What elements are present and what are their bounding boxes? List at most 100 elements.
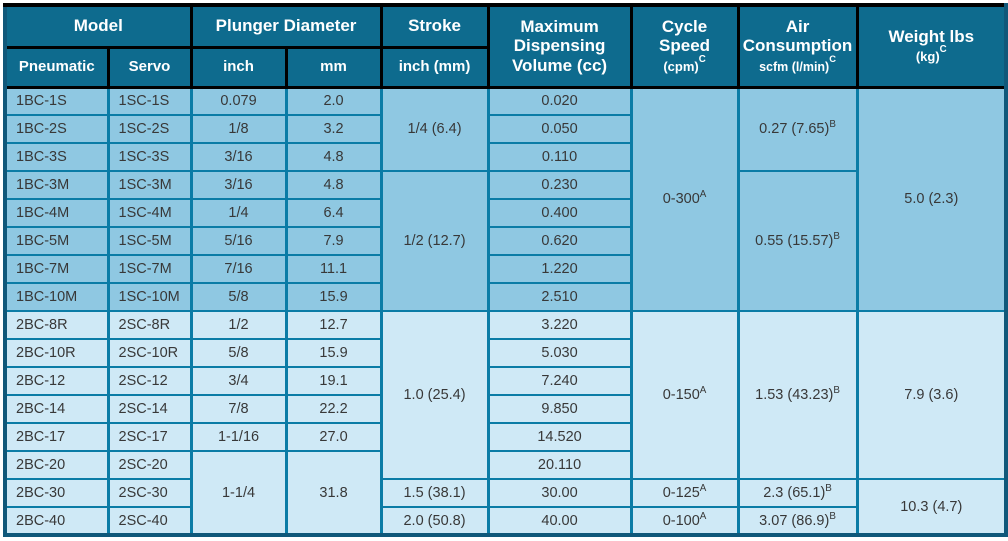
table-row: 2BC-17 2SC-17 1-1/16 27.0 14.520 bbox=[3, 422, 1006, 452]
table-row: 2BC-8R 2SC-8R 1/2 12.7 1.0 (25.4) 3.220 … bbox=[3, 310, 1008, 480]
cell-mm: 27.0 bbox=[284, 422, 383, 452]
table-row: 1BC-7M 1SC-7M 7/16 11.1 1.220 bbox=[3, 254, 1006, 284]
cell-pneumatic: 1BC-3S bbox=[3, 142, 110, 172]
cell-mm: 4.8 bbox=[284, 170, 383, 200]
cell-air-consumption: 0.27 (7.65)B bbox=[736, 86, 859, 172]
table-row: 1BC-4M 1SC-4M 1/4 6.4 0.400 bbox=[3, 198, 1006, 228]
cell-mm: 15.9 bbox=[284, 338, 383, 368]
cell-volume: 0.400 bbox=[486, 198, 633, 228]
cell-weight: 5.0 (2.3) bbox=[855, 86, 1008, 312]
cell-volume: 0.620 bbox=[486, 226, 633, 256]
header-cycle-speed: Cycle Speed (cpm)C bbox=[629, 3, 740, 89]
cell-air-consumption: 0.55 (15.57)B bbox=[736, 170, 859, 312]
table-row: 2BC-12 2SC-12 3/4 19.1 7.240 bbox=[3, 366, 1006, 396]
cell-inch: 1-1/16 bbox=[189, 422, 288, 452]
table-row: 1BC-2S 1SC-2S 1/8 3.2 0.050 bbox=[3, 114, 1006, 144]
cell-volume: 2.510 bbox=[486, 282, 633, 312]
cell-pneumatic: 2BC-8R bbox=[3, 310, 110, 340]
cell-stroke: 1.5 (38.1) bbox=[379, 478, 490, 508]
table-row: 1BC-3M 1SC-3M 3/16 4.8 1/2 (12.7) 0.230 … bbox=[3, 170, 1006, 312]
cell-cycle-speed: 0-125A bbox=[629, 478, 740, 508]
header-line: (cpm)C bbox=[663, 54, 706, 75]
cell-cycle-speed: 0-150A bbox=[629, 310, 740, 480]
table-header: Model Plunger Diameter Stroke Maximum Di… bbox=[3, 3, 1008, 89]
cell-servo: 1SC-3M bbox=[106, 170, 193, 200]
cell-mm: 6.4 bbox=[284, 198, 383, 228]
cell-volume: 9.850 bbox=[486, 394, 633, 424]
cell-pneumatic: 1BC-10M bbox=[3, 282, 110, 312]
table-row: 1BC-1S 1SC-1S 0.079 2.0 1/4 (6.4) 0.020 … bbox=[3, 86, 1008, 312]
cell-air-consumption: 3.07 (86.9)B bbox=[736, 506, 859, 536]
header-line: Consumption bbox=[742, 36, 853, 56]
header-stroke: Stroke bbox=[379, 3, 490, 49]
cell-volume: 0.110 bbox=[486, 142, 633, 172]
cell-pneumatic: 2BC-17 bbox=[3, 422, 110, 452]
cell-servo: 1SC-5M bbox=[106, 226, 193, 256]
cell-weight: 7.9 (3.6) bbox=[855, 310, 1008, 480]
header-servo: Servo bbox=[106, 45, 193, 89]
cell-air-consumption: 1.53 (43.23)B bbox=[736, 310, 859, 480]
header-line: Volume (cc) bbox=[511, 56, 608, 76]
cell-inch: 7/8 bbox=[189, 394, 288, 424]
cell-servo: 1SC-4M bbox=[106, 198, 193, 228]
header-line: scfm (l/min)C bbox=[759, 54, 836, 75]
cell-inch: 3/4 bbox=[189, 366, 288, 396]
footnote-marker: B bbox=[833, 231, 840, 242]
cell-servo: 2SC-20 bbox=[106, 450, 193, 480]
cell-inch: 3/16 bbox=[189, 170, 288, 200]
cell-stroke: 1/2 (12.7) bbox=[379, 170, 490, 312]
cell-pneumatic: 2BC-40 bbox=[3, 506, 110, 536]
cell-servo: 2SC-10R bbox=[106, 338, 193, 368]
footnote-marker: B bbox=[829, 510, 836, 522]
cell-mm: 31.8 bbox=[284, 450, 383, 536]
cell-servo: 1SC-10M bbox=[106, 282, 193, 312]
cell-mm: 3.2 bbox=[284, 114, 383, 144]
footnote-marker: B bbox=[833, 385, 840, 396]
table-row: 1BC-10M 1SC-10M 5/8 15.9 2.510 bbox=[3, 282, 1006, 312]
footnote-marker: A bbox=[699, 510, 707, 522]
footnote-marker: A bbox=[699, 189, 707, 201]
table-row: 1BC-3S 1SC-3S 3/16 4.8 0.110 bbox=[3, 142, 1006, 172]
cell-air-consumption: 2.3 (65.1)B bbox=[736, 478, 859, 508]
cell-mm: 4.8 bbox=[284, 142, 383, 172]
cell-mm: 12.7 bbox=[284, 310, 383, 340]
cell-pneumatic: 1BC-1S bbox=[3, 86, 110, 116]
table-row: 2BC-10R 2SC-10R 5/8 15.9 5.030 bbox=[3, 338, 1006, 368]
cell-inch: 5/8 bbox=[189, 338, 288, 368]
header-line: Air bbox=[785, 16, 810, 36]
header-line: Cycle Speed bbox=[659, 16, 711, 56]
header-line: Dispensing bbox=[513, 36, 606, 56]
table-row: 2BC-40 2SC-40 2.0 (50.8) 40.00 0-100A 3.… bbox=[3, 506, 1006, 536]
cell-mm: 22.2 bbox=[284, 394, 383, 424]
header-line: Weight lbs bbox=[888, 26, 975, 46]
header-max-dispensing-volume: Maximum Dispensing Volume (cc) bbox=[486, 3, 633, 89]
cell-stroke: 1/4 (6.4) bbox=[379, 86, 490, 172]
table-body: 1BC-1S 1SC-1S 0.079 2.0 1/4 (6.4) 0.020 … bbox=[3, 86, 1008, 536]
cell-inch: 0.079 bbox=[189, 86, 288, 116]
table-row: 2BC-14 2SC-14 7/8 22.2 9.850 bbox=[3, 394, 1006, 424]
header-weight: Weight lbs (kg)C bbox=[855, 3, 1008, 89]
cell-mm: 15.9 bbox=[284, 282, 383, 312]
cell-servo: 1SC-3S bbox=[106, 142, 193, 172]
cell-pneumatic: 2BC-20 bbox=[3, 450, 110, 480]
cell-inch: 1/4 bbox=[189, 198, 288, 228]
footnote-marker: C bbox=[698, 54, 706, 66]
footnote-marker: B bbox=[825, 483, 832, 494]
cell-inch: 5/8 bbox=[189, 282, 288, 312]
footnote-marker: A bbox=[699, 385, 707, 396]
cell-cycle-speed: 0-300A bbox=[629, 86, 740, 312]
cell-weight: 10.3 (4.7) bbox=[855, 478, 1008, 536]
cell-volume: 1.220 bbox=[486, 254, 633, 284]
cell-inch: 5/16 bbox=[189, 226, 288, 256]
cell-volume: 5.030 bbox=[486, 338, 633, 368]
cell-servo: 2SC-40 bbox=[106, 506, 193, 536]
cell-mm: 19.1 bbox=[284, 366, 383, 396]
cell-pneumatic: 2BC-14 bbox=[3, 394, 110, 424]
cell-pneumatic: 1BC-3M bbox=[3, 170, 110, 200]
cell-volume: 0.020 bbox=[486, 86, 633, 116]
cell-volume: 0.230 bbox=[486, 170, 633, 200]
cell-pneumatic: 1BC-4M bbox=[3, 198, 110, 228]
footnote-marker: A bbox=[699, 483, 707, 494]
cell-pneumatic: 1BC-2S bbox=[3, 114, 110, 144]
header-plunger-diameter: Plunger Diameter bbox=[189, 3, 383, 49]
